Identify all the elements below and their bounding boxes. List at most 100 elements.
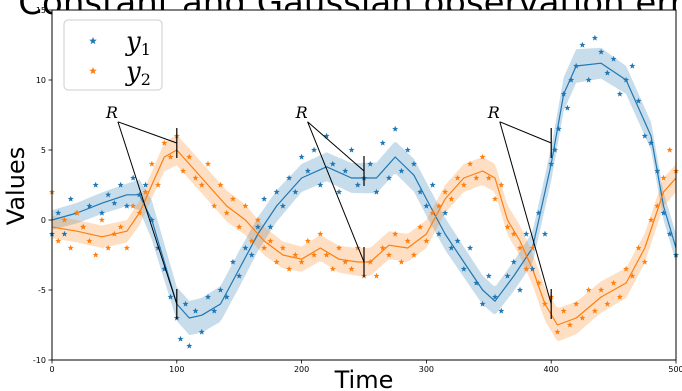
point-series-2-18 (161, 139, 168, 146)
point-series-1-40 (292, 188, 299, 195)
plot-frame (51, 9, 677, 361)
y-tick-label: -10 (33, 356, 46, 365)
point-series-2-82 (560, 307, 567, 314)
point-series-1-97 (635, 97, 642, 104)
point-series-1-102 (666, 230, 673, 237)
point-series-1-58 (404, 146, 411, 153)
point-series-2-24 (198, 181, 205, 188)
point-series-2-27 (217, 181, 224, 188)
point-series-1-64 (442, 209, 449, 216)
legend-marker-1 (89, 37, 97, 45)
point-series-1-25 (198, 328, 205, 335)
x-axis-label: Time (334, 366, 394, 391)
point-series-1-81 (548, 160, 555, 167)
axes: 0 100 200 300 400 500 -10 -5 0 5 10 15 (33, 6, 682, 374)
point-series-2-60 (423, 237, 430, 244)
y-tick-label: 15 (36, 6, 46, 15)
point-series-2-19 (167, 153, 174, 160)
point-series-2-64 (448, 195, 455, 202)
point-series-2-81 (554, 328, 561, 335)
point-series-1-38 (279, 202, 286, 209)
point-series-2-44 (323, 251, 330, 258)
point-series-1-72 (492, 293, 499, 300)
point-series-1-44 (317, 181, 324, 188)
point-series-1-67 (460, 265, 467, 272)
point-series-2-26 (211, 202, 218, 209)
point-series-1-3 (67, 195, 74, 202)
point-series-1-91 (598, 48, 605, 55)
point-series-1-46 (329, 160, 336, 167)
point-series-2-90 (610, 279, 617, 286)
point-series-2-68 (473, 174, 480, 181)
point-series-2-74 (510, 230, 517, 237)
point-series-1-48 (342, 167, 349, 174)
annotation-arrow-3-2 (499, 121, 552, 305)
point-series-2-57 (404, 237, 411, 244)
point-series-2-47 (342, 258, 349, 265)
x-tick-label: 400 (544, 365, 559, 374)
point-series-2-6 (86, 237, 93, 244)
point-series-2-65 (454, 174, 461, 181)
point-series-2-76 (523, 265, 530, 272)
point-series-2-72 (498, 181, 505, 188)
point-series-1-50 (354, 181, 361, 188)
point-series-2-55 (392, 230, 399, 237)
point-series-2-61 (429, 209, 436, 216)
point-series-2-8 (98, 216, 105, 223)
point-series-1-95 (623, 76, 630, 83)
point-series-1-85 (564, 104, 571, 111)
point-series-2-28 (223, 209, 230, 216)
x-tick-label: 200 (294, 365, 309, 374)
point-series-1-89 (585, 76, 592, 83)
point-series-2-92 (623, 265, 630, 272)
point-series-1-70 (479, 300, 486, 307)
point-series-1-73 (498, 307, 505, 314)
point-series-1-78 (529, 265, 536, 272)
point-series-2-32 (248, 237, 255, 244)
point-series-2-53 (379, 244, 386, 251)
point-series-1-76 (516, 286, 524, 293)
point-series-2-39 (292, 251, 299, 258)
point-series-1-22 (182, 300, 189, 307)
point-series-2-23 (192, 174, 199, 181)
point-series-1-43 (311, 146, 318, 153)
point-series-1-14 (136, 191, 143, 198)
point-series-1-30 (229, 258, 236, 265)
point-series-2-94 (635, 244, 642, 251)
point-series-2-2 (61, 216, 68, 223)
point-series-2-89 (604, 300, 611, 307)
point-series-1-12 (123, 202, 130, 209)
point-series-2-36 (273, 258, 280, 265)
point-series-2-7 (92, 251, 99, 258)
point-series-2-52 (373, 272, 380, 279)
point-series-1-28 (217, 286, 224, 293)
point-series-1-13 (130, 174, 137, 181)
point-series-2-78 (535, 279, 542, 286)
point-series-1-99 (648, 139, 655, 146)
point-series-2-33 (254, 216, 261, 223)
point-series-1-56 (392, 125, 399, 132)
point-series-1-75 (510, 258, 517, 265)
point-series-1-71 (485, 272, 492, 279)
point-series-1-60 (417, 188, 424, 195)
point-series-1-36 (267, 223, 274, 230)
point-series-2-87 (591, 307, 598, 314)
point-series-2-67 (467, 160, 474, 167)
point-series-2-70 (485, 174, 492, 181)
point-series-2-14 (136, 209, 143, 216)
point-series-2-84 (573, 300, 580, 307)
point-series-2-69 (479, 153, 486, 160)
point-series-1-31 (236, 272, 243, 279)
point-series-2-99 (666, 146, 673, 153)
point-series-1-62 (429, 181, 436, 188)
point-series-1-33 (248, 251, 255, 258)
annotation-label-2: R (295, 103, 308, 122)
point-series-1-24 (192, 307, 199, 314)
point-series-1-32 (242, 244, 249, 251)
point-series-2-13 (130, 202, 137, 209)
point-series-2-63 (442, 188, 449, 195)
confidence-band-2 (52, 134, 676, 342)
point-series-2-54 (385, 251, 392, 258)
